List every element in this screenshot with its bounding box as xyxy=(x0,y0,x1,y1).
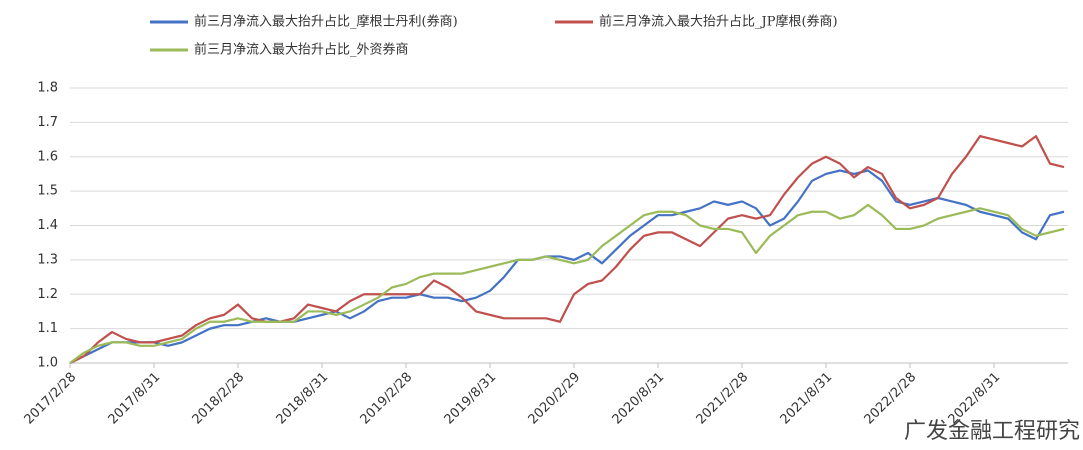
y-tick-label: 1.7 xyxy=(37,115,58,130)
series-line xyxy=(69,169,1065,364)
y-tick-label: 1.5 xyxy=(37,184,58,199)
y-tick-label: 1.6 xyxy=(37,149,58,164)
legend-label: 前三月净流入最大抬升占比_摩根士丹利(券商) xyxy=(194,14,458,30)
series-line xyxy=(69,135,1065,364)
y-tick-label: 1.4 xyxy=(37,218,58,233)
y-tick-label: 1.3 xyxy=(37,252,58,267)
x-tick-label: 2018/2/28 xyxy=(190,370,248,428)
x-tick-label: 2017/2/28 xyxy=(22,370,80,428)
x-tick-label: 2018/8/31 xyxy=(274,370,332,428)
y-tick-label: 1.0 xyxy=(37,356,58,371)
y-tick-label: 1.2 xyxy=(37,287,58,302)
x-tick-label: 2021/2/28 xyxy=(694,370,752,428)
series-line xyxy=(69,203,1065,364)
legend-label: 前三月净流入最大抬升占比_JP摩根(券商) xyxy=(599,14,838,30)
x-tick-label: 2019/8/31 xyxy=(442,370,500,428)
x-tick-label: 2021/8/31 xyxy=(778,370,836,428)
x-tick-label: 2017/8/31 xyxy=(106,370,164,428)
x-tick-label: 2020/2/29 xyxy=(526,370,584,428)
y-tick-label: 1.1 xyxy=(37,321,58,336)
x-tick-label: 2020/8/31 xyxy=(610,370,668,428)
watermark: 广发金融工程研究 xyxy=(904,419,1080,444)
legend-label: 前三月净流入最大抬升占比_外资券商 xyxy=(194,42,409,58)
x-tick-label: 2019/2/28 xyxy=(358,370,416,428)
y-tick-label: 1.8 xyxy=(37,81,58,96)
